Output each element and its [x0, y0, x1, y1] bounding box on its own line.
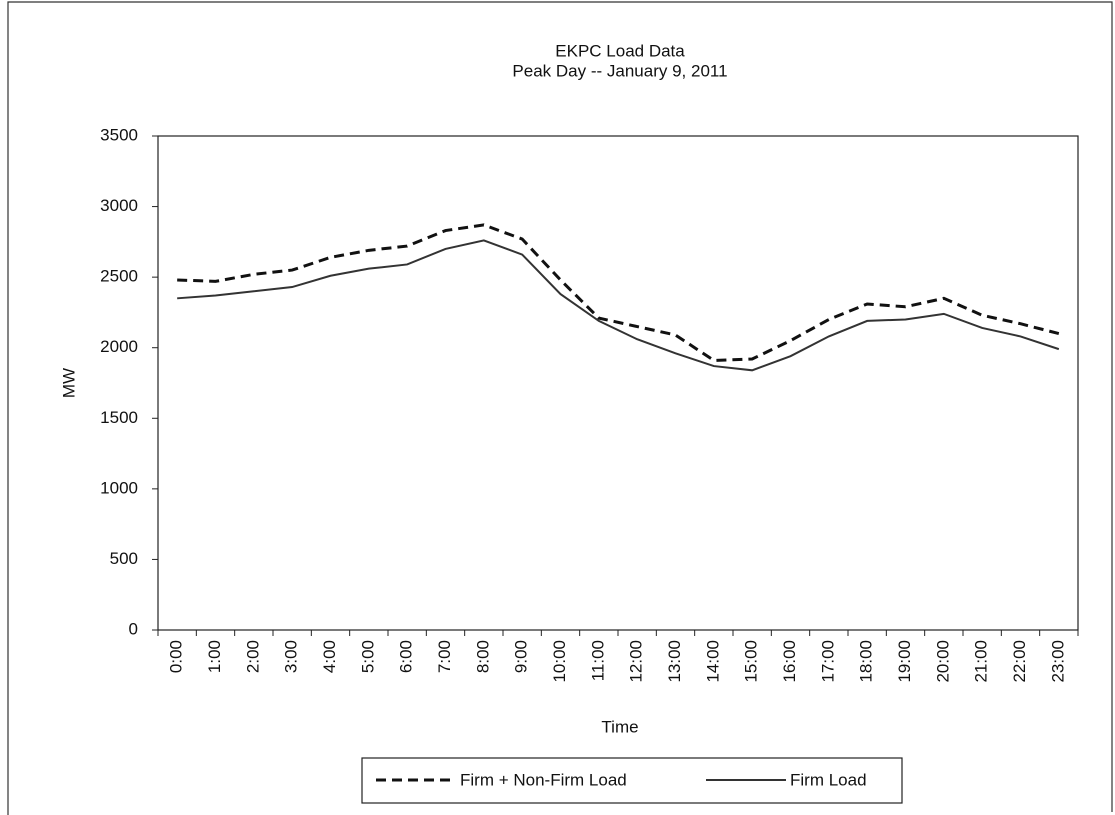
- x-tick-label: 14:00: [703, 640, 722, 683]
- x-tick-label: 8:00: [473, 640, 492, 673]
- x-tick-label: 16:00: [780, 640, 799, 683]
- x-tick-label: 11:00: [588, 640, 607, 681]
- x-tick-label: 9:00: [512, 640, 531, 673]
- y-tick-label: 3500: [100, 125, 138, 144]
- frame: [7, 1, 1113, 815]
- series-line: [177, 239, 1060, 372]
- y-tick-label: 500: [110, 549, 138, 568]
- x-tick-label: 13:00: [665, 640, 684, 683]
- x-tick-label: 5:00: [358, 640, 377, 673]
- x-tick-label: 2:00: [243, 640, 262, 673]
- x-tick-label: 10:00: [550, 640, 569, 683]
- x-tick-label: 1:00: [205, 640, 224, 673]
- x-tick-label: 7:00: [435, 640, 454, 673]
- x-tick-label: 6:00: [397, 640, 416, 673]
- x-tick-label: 20:00: [933, 640, 952, 683]
- x-tick-label: 19:00: [895, 640, 914, 683]
- x-tick-label: 15:00: [742, 640, 761, 683]
- y-axis-label: MW: [59, 368, 78, 398]
- x-tick-label: 21:00: [972, 640, 991, 683]
- x-tick-label: 12:00: [627, 640, 646, 683]
- x-tick-label: 3:00: [282, 640, 301, 673]
- series-line: [177, 223, 1060, 362]
- y-tick-label: 3000: [100, 196, 138, 215]
- y-tick-label: 2500: [100, 267, 138, 286]
- legend-label: Firm Load: [790, 770, 867, 789]
- x-tick-label: 18:00: [857, 640, 876, 683]
- y-tick-label: 1500: [100, 408, 138, 427]
- legend-label: Firm + Non-Firm Load: [460, 770, 627, 789]
- x-tick-label: 22:00: [1010, 640, 1029, 683]
- chart-subtitle: Peak Day -- January 9, 2011: [512, 61, 727, 80]
- x-axis-label: Time: [601, 717, 638, 736]
- x-tick-label: 4:00: [320, 640, 339, 673]
- x-tick-label: 17:00: [818, 640, 837, 683]
- y-tick-label: 2000: [100, 337, 138, 356]
- chart-title: EKPC Load Data: [555, 41, 685, 60]
- x-tick-label: 0:00: [167, 640, 186, 673]
- y-tick-label: 1000: [100, 478, 138, 497]
- y-tick-label: 0: [129, 619, 138, 638]
- x-tick-label: 23:00: [1048, 640, 1067, 683]
- plot-area: [157, 135, 1079, 631]
- legend: [361, 757, 903, 804]
